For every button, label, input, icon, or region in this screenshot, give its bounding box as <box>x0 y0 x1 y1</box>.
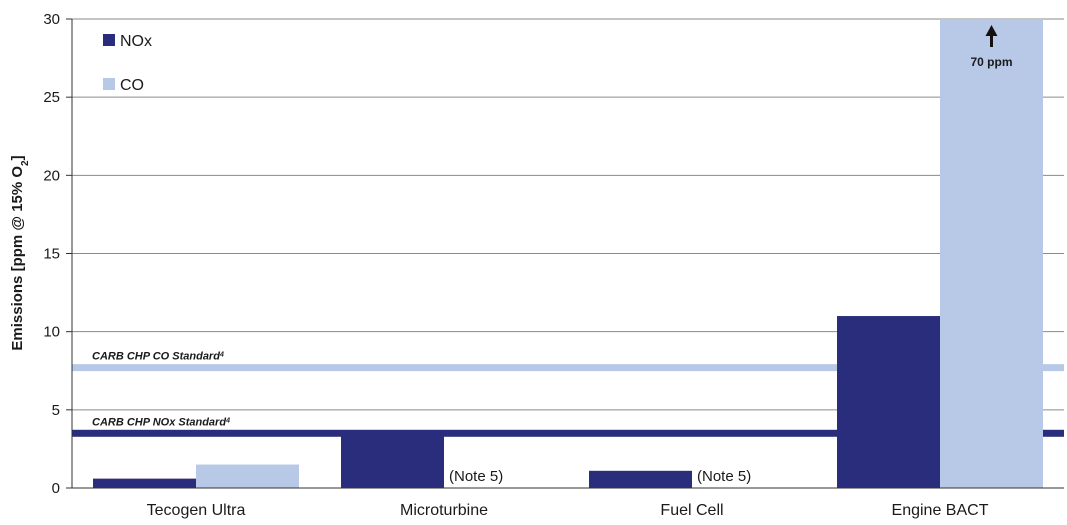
legend-swatch-co <box>103 78 115 90</box>
y-tick-label: 10 <box>43 324 60 341</box>
axes <box>71 19 1064 489</box>
y-axis-label-subscript: 2 <box>20 160 31 166</box>
bar-co-0 <box>196 464 299 488</box>
bar-nox-1 <box>341 430 444 488</box>
legend-label-co: CO <box>120 77 144 94</box>
y-tick-label: 0 <box>52 480 60 497</box>
y-tick-label: 25 <box>43 89 60 106</box>
category-labels: Tecogen Ultra Microturbine Fuel Cell Engine… <box>147 502 989 519</box>
reference-lines <box>72 364 1064 437</box>
reference-line <box>72 429 1064 437</box>
bar-nox-2 <box>589 470 692 488</box>
legend-swatch-nox <box>103 34 115 46</box>
y-tick-label: 30 <box>43 11 60 28</box>
y-tick-labels: 0 5 10 15 20 25 30 <box>43 11 60 497</box>
reference-line-label: CARB CHP CO Standard4 <box>92 351 224 363</box>
bar-co-3 <box>940 19 1043 488</box>
bars <box>93 19 1043 488</box>
y-tick-label: 20 <box>43 167 60 184</box>
category-label: Fuel Cell <box>660 502 723 519</box>
y-tick-label: 15 <box>43 246 60 263</box>
reference-line-label-sup: 4 <box>225 417 230 424</box>
category-label: Tecogen Ultra <box>147 502 246 519</box>
note-label: (Note 5) <box>449 468 503 485</box>
bar-nox-0 <box>93 478 196 488</box>
y-axis-label-main: Emissions [ppm @ 15% O <box>9 166 26 351</box>
y-axis-label: Emissions [ppm @ 15% O2] <box>9 155 31 350</box>
note-label: (Note 5) <box>697 468 751 485</box>
reference-line-label: CARB CHP NOx Standard4 <box>92 416 230 428</box>
legend: NOx CO <box>103 33 152 94</box>
off-scale-value-label: 70 ppm <box>970 55 1012 69</box>
category-label: Engine BACT <box>892 502 989 519</box>
y-tick-label: 5 <box>52 402 60 419</box>
reference-line-label-text: CARB CHP CO Standard <box>92 351 220 363</box>
y-axis-label-end: ] <box>9 155 26 160</box>
category-label: Microturbine <box>400 502 488 519</box>
reference-line-label-sup: 4 <box>219 351 224 358</box>
reference-line <box>72 364 1064 372</box>
arrowhead-icon <box>985 25 998 36</box>
reference-line-label-text: CARB CHP NOx Standard <box>92 416 226 428</box>
legend-label-nox: NOx <box>120 33 152 50</box>
bar-nox-3 <box>837 316 940 488</box>
